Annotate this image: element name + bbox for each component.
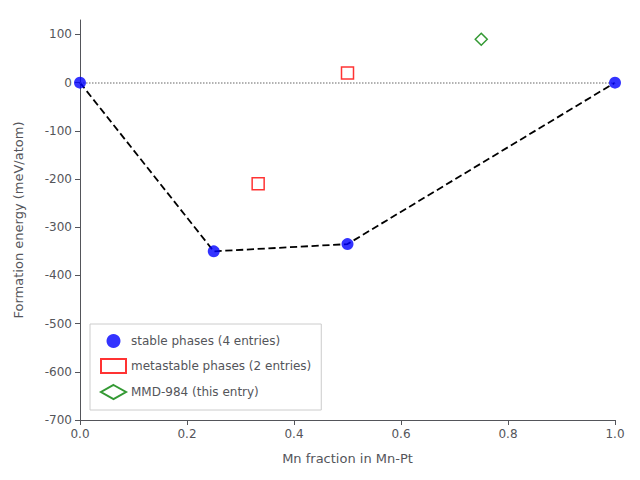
svg-text:-500: -500: [45, 317, 72, 331]
svg-text:0.8: 0.8: [498, 427, 517, 441]
svg-text:Formation energy (meV/atom): Formation energy (meV/atom): [11, 122, 26, 319]
svg-text:0.0: 0.0: [70, 427, 89, 441]
svg-text:metastable phases (2 entries): metastable phases (2 entries): [131, 359, 311, 373]
svg-text:stable phases (4 entries): stable phases (4 entries): [131, 334, 280, 348]
svg-text:-700: -700: [45, 413, 72, 427]
svg-text:0.2: 0.2: [177, 427, 196, 441]
svg-text:-200: -200: [45, 172, 72, 186]
svg-text:Mn fraction in Mn-Pt: Mn fraction in Mn-Pt: [282, 451, 413, 466]
svg-text:0.4: 0.4: [284, 427, 303, 441]
svg-text:-600: -600: [45, 365, 72, 379]
svg-text:100: 100: [49, 27, 72, 41]
svg-text:0.6: 0.6: [391, 427, 410, 441]
svg-text:0: 0: [64, 76, 72, 90]
svg-text:-100: -100: [45, 124, 72, 138]
svg-text:1.0: 1.0: [605, 427, 624, 441]
svg-text:MMD-984 (this entry): MMD-984 (this entry): [131, 385, 259, 399]
svg-text:-400: -400: [45, 268, 72, 282]
svg-text:-300: -300: [45, 220, 72, 234]
